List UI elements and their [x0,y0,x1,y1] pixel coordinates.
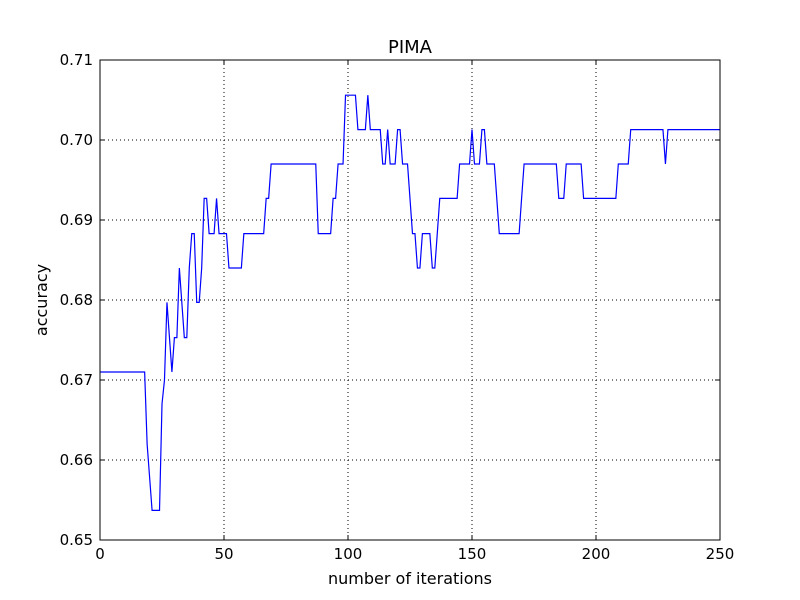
x-tick-label: 250 [706,545,735,563]
x-tick-label: 200 [582,545,611,563]
y-tick-label: 0.65 [60,531,93,549]
x-tick-labels: 0 50 100 150 200 250 [95,545,734,563]
y-tick-label: 0.66 [60,451,93,469]
x-tick-label: 50 [214,545,233,563]
y-tick-label: 0.69 [60,211,93,229]
x-tick-label: 0 [95,545,105,563]
x-tick-label: 100 [334,545,363,563]
y-tick-labels: 0.65 0.66 0.67 0.68 0.69 0.70 0.71 [60,51,93,549]
series-line-0 [100,94,720,511]
y-tick-label: 0.71 [60,51,93,69]
plot-frame [99,59,721,541]
y-tick-label: 0.70 [60,131,93,149]
chart-title: PIMA [388,37,433,58]
y-tick-label: 0.68 [60,291,93,309]
x-axis-label: number of iterations [328,569,492,588]
y-axis-label: accuracy [32,264,51,336]
x-tick-label: 150 [458,545,487,563]
series-layer [100,94,720,511]
grid [100,60,720,540]
y-tick-label: 0.67 [60,371,93,389]
